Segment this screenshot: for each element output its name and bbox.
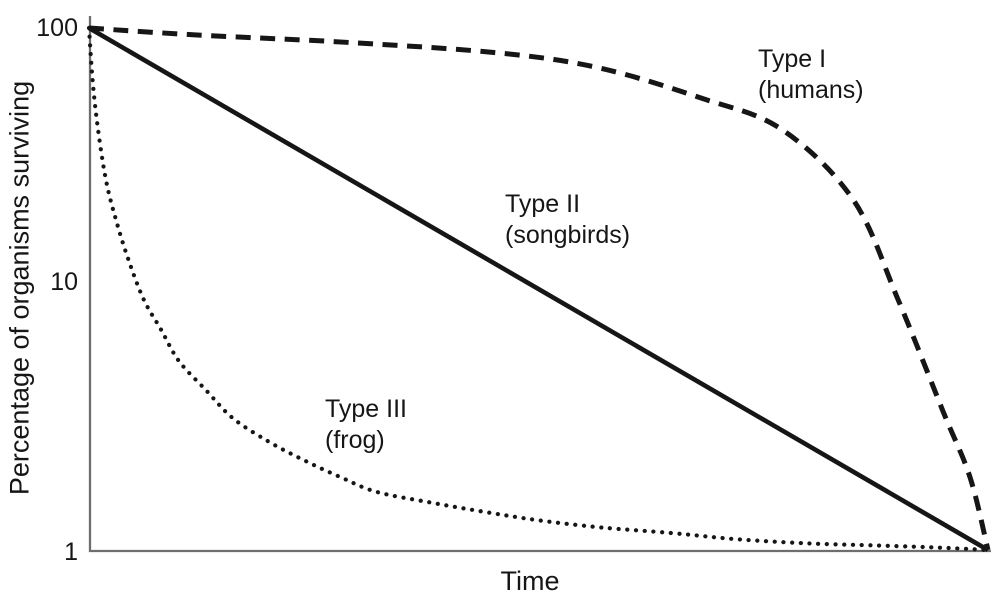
annotation-type-i-sublabel: (humans) bbox=[758, 76, 864, 104]
annotation-type-i-name: Type I bbox=[758, 45, 827, 73]
y-tick-100: 100 bbox=[36, 14, 78, 42]
y-axis-title: Percentage of organisms surviving bbox=[4, 80, 35, 496]
annotation-type-iii: Type III (frog) bbox=[325, 394, 407, 456]
annotation-type-ii-name: Type II bbox=[505, 190, 581, 218]
annotation-type-iii-name: Type III bbox=[325, 395, 407, 423]
annotation-type-ii: Type II (songbirds) bbox=[505, 189, 630, 251]
curve-type-i bbox=[88, 25, 991, 551]
annotation-type-ii-sublabel: (songbirds) bbox=[505, 221, 631, 249]
x-axis-title: Time bbox=[500, 566, 560, 596]
y-tick-10: 10 bbox=[50, 268, 78, 296]
axes bbox=[88, 16, 991, 553]
curve-type-iii bbox=[86, 25, 991, 553]
y-tick-1: 1 bbox=[64, 538, 78, 566]
annotation-type-iii-sublabel: (frog) bbox=[325, 426, 385, 454]
annotation-type-i: Type I (humans) bbox=[758, 44, 864, 106]
curve-type-ii bbox=[87, 26, 990, 552]
